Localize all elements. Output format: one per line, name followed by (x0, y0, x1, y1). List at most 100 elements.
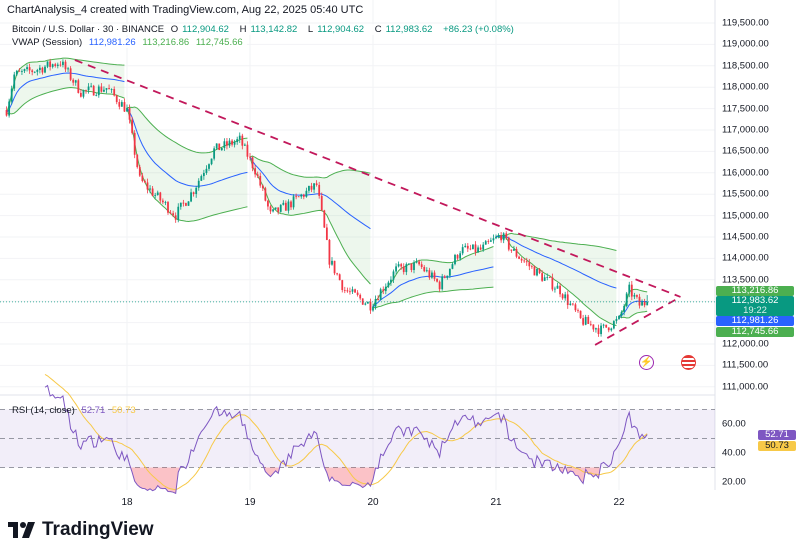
candle-body (295, 196, 298, 198)
candle-body (269, 206, 272, 212)
vwap-lower-band (372, 286, 494, 309)
candle-body (569, 303, 572, 306)
candle-body (18, 70, 21, 72)
candle-body (161, 200, 164, 203)
trendline (74, 59, 681, 298)
candle-body (390, 279, 392, 283)
candle-body (379, 289, 382, 300)
price-tick: 117,500.00 (722, 103, 769, 115)
candle-body (136, 154, 139, 168)
candle-body (620, 311, 623, 316)
candle-body (443, 276, 446, 278)
candle-body (571, 303, 574, 305)
candle-body (79, 92, 82, 97)
price-tick: 117,000.00 (722, 124, 769, 136)
candle-body (223, 141, 226, 148)
candle-body (554, 288, 556, 290)
candle-body (325, 227, 328, 240)
candle-body (354, 289, 356, 293)
candle-body (179, 202, 182, 207)
candle-body (418, 261, 421, 265)
candle-body (231, 140, 233, 145)
tradingview-logo[interactable]: TradingView (8, 519, 154, 541)
vwap-upper-value: 113,216.86 (142, 37, 190, 48)
candle-body (361, 298, 364, 305)
price-tick: 119,500.00 (722, 17, 769, 29)
candle-body (120, 102, 123, 107)
vwap-upper-price-box: 113,216.86 (716, 285, 794, 296)
candle-body (243, 144, 246, 146)
candle-body (195, 187, 198, 194)
candle-body (556, 285, 559, 289)
candle-body (607, 327, 610, 331)
candle-body (115, 95, 118, 103)
candle-body (636, 295, 638, 297)
candle-body (561, 294, 564, 299)
candle-body (518, 256, 520, 259)
candle-body (36, 69, 39, 72)
candle-body (105, 88, 108, 90)
price-tick: 118,000.00 (722, 81, 769, 93)
candle-body (13, 74, 16, 89)
candle-body (218, 143, 221, 151)
candle-body (44, 66, 46, 73)
candle-body (338, 274, 341, 281)
candle-body (584, 316, 587, 325)
us-flag-event-icon[interactable] (681, 355, 696, 370)
vwap-line (372, 266, 494, 308)
trendline (594, 296, 681, 346)
rsi-label[interactable]: RSI (14, close) (12, 405, 75, 416)
candle-body (431, 272, 433, 278)
vwap-band-fill (496, 233, 617, 326)
candle-body (174, 215, 177, 220)
candle-body (333, 260, 336, 274)
candle-body (533, 266, 536, 276)
candle-body (169, 212, 172, 214)
candle-body (582, 318, 585, 325)
candle-body (49, 61, 52, 67)
low-value: 112,904.62 (317, 24, 365, 35)
candle-body (82, 90, 85, 97)
high-value: 113,142.82 (250, 24, 298, 35)
candle-body (610, 328, 613, 331)
candle-body (264, 188, 267, 201)
candle-body (641, 301, 643, 306)
rsi-line (44, 384, 648, 495)
candle-body (315, 183, 318, 185)
candle-body (638, 296, 641, 306)
rsi-tick-20: 20.00 (722, 476, 746, 488)
vwap-line (249, 156, 371, 230)
candle-body (597, 328, 600, 335)
candle-body (523, 260, 526, 262)
candle-body (15, 70, 18, 75)
candle-body (220, 147, 223, 151)
candle-body (159, 192, 162, 201)
candle-body (128, 107, 131, 120)
candle-body (267, 200, 269, 207)
candle-body (297, 196, 300, 198)
candle-body (541, 273, 544, 281)
candle-body (461, 247, 464, 254)
date-tick: 18 (121, 497, 133, 508)
symbol-legend[interactable]: Bitcoin / U.S. Dollar · 30 · BINANCE O 11… (12, 24, 518, 35)
rsi-legend[interactable]: RSI (14, close) 52.71 50.73 (12, 405, 140, 416)
vwap-label[interactable]: VWAP (Session) (12, 37, 83, 48)
symbol-name[interactable]: Bitcoin / U.S. Dollar · 30 · BINANCE (12, 24, 165, 35)
candle-body (546, 276, 549, 278)
rsi-ma-line (44, 374, 648, 491)
lightning-event-icon[interactable]: ⚡ (639, 355, 654, 370)
candle-body (305, 190, 308, 197)
candle-body (133, 132, 136, 155)
vwap-legend[interactable]: VWAP (Session) 112,981.26 113,216.86 112… (12, 37, 247, 48)
chart-attribution: ChartAnalysis_4 created with TradingView… (7, 4, 364, 16)
candle-body (167, 202, 169, 213)
tradingview-logo-icon (8, 522, 35, 538)
candle-body (31, 70, 34, 73)
candle-body (628, 284, 631, 294)
candle-body (92, 85, 95, 96)
price-tick: 116,500.00 (722, 145, 769, 157)
candle-body (623, 305, 626, 312)
candle-body (469, 248, 472, 250)
candle-body (551, 277, 554, 290)
